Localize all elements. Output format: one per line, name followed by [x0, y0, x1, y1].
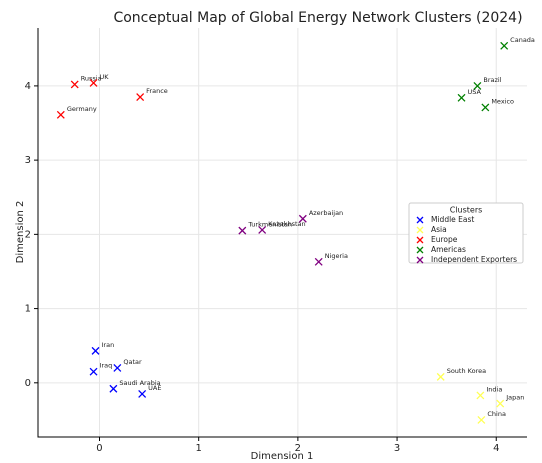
marker	[138, 389, 147, 398]
y-tick-label: 0	[25, 378, 31, 389]
marker	[314, 257, 323, 266]
marker	[136, 93, 145, 101]
y-tick-label: 4	[25, 81, 31, 92]
x-tick-label: 2	[295, 443, 301, 454]
marker	[500, 41, 509, 50]
axes	[37, 28, 527, 438]
marker	[70, 80, 79, 89]
marker	[436, 372, 445, 381]
legend-marker	[416, 246, 424, 254]
point-label: UK	[100, 73, 110, 81]
point-label: Saudi Arabia	[119, 379, 160, 387]
point-label: Japan	[505, 394, 524, 402]
point-label: Canada	[510, 36, 535, 44]
point-label: Azerbaijan	[309, 209, 343, 217]
marker	[91, 346, 100, 355]
y-axis-label: Dimension 2	[15, 201, 26, 264]
point-label: Iran	[102, 341, 115, 349]
x-tick-label: 1	[195, 443, 201, 454]
point-label: Brazil	[483, 76, 501, 84]
marker	[477, 415, 486, 424]
legend-label: Independent Exporters	[431, 255, 517, 264]
legend-marker	[416, 226, 424, 234]
point-label: Kazakhstan	[268, 220, 305, 228]
marker	[56, 110, 65, 119]
legend-marker	[416, 236, 424, 244]
legend-box	[408, 202, 524, 264]
point-label: France	[146, 87, 168, 95]
point-label: Germany	[67, 105, 97, 113]
legend-title: Clusters	[450, 206, 483, 215]
marker	[481, 103, 490, 112]
marker	[476, 391, 485, 400]
point-label: Nigeria	[325, 252, 348, 260]
x-tick-label: 0	[96, 443, 102, 454]
marker	[89, 78, 98, 87]
chart-title: Conceptual Map of Global Energy Network …	[113, 10, 522, 26]
point-label: UAE	[148, 384, 161, 392]
legend-label: Middle East	[431, 215, 474, 224]
legend-label: Europe	[431, 235, 458, 244]
y-tick-label: 1	[25, 304, 31, 315]
x-tick-label: 4	[493, 443, 499, 454]
point-label: Mexico	[491, 97, 514, 105]
marker	[496, 399, 505, 408]
point-label: Turkmenistan	[247, 221, 292, 229]
marker	[258, 225, 267, 234]
point-label: Russia	[81, 74, 102, 82]
point-label: USA	[468, 88, 482, 96]
marker	[113, 364, 122, 372]
x-axis-label: Dimension 1	[251, 451, 314, 462]
y-tick-label: 2	[25, 229, 31, 240]
point-label: India	[486, 385, 502, 393]
marker	[109, 384, 118, 393]
marker	[473, 81, 482, 90]
marker	[457, 93, 466, 102]
point-label: South Korea	[447, 367, 486, 375]
legend-marker	[416, 216, 424, 224]
legend-marker	[416, 256, 424, 264]
x-tick-label: 3	[394, 443, 400, 454]
marker	[89, 367, 98, 376]
legend-label: Asia	[431, 225, 447, 234]
y-tick-label: 3	[25, 155, 31, 166]
marker	[298, 214, 307, 223]
legend-label: Americas	[431, 245, 466, 254]
point-label: Qatar	[123, 358, 142, 366]
point-label: Iraq	[100, 362, 113, 370]
marker	[238, 226, 247, 235]
point-label: China	[487, 410, 506, 418]
